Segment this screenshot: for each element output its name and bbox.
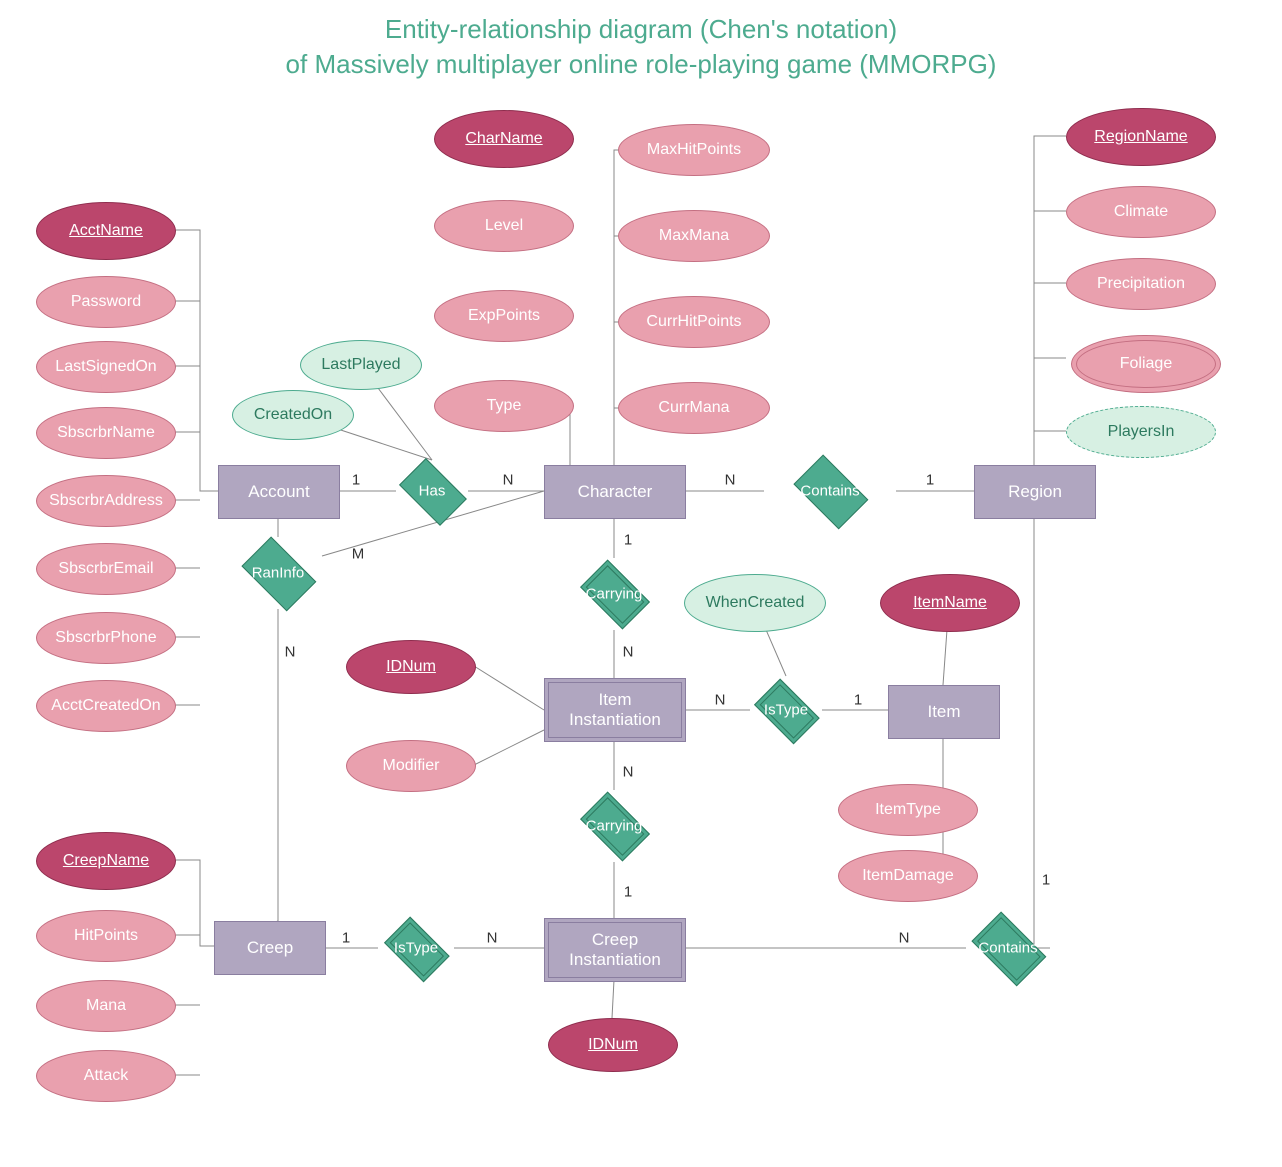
attribute-idnum2: IDNum [548,1018,678,1072]
attribute-whencreated: WhenCreated [684,574,826,632]
attribute-idnum1: IDNum [346,640,476,694]
cardinality-contains2_r: 1 [1042,872,1050,889]
attribute-sbscrbrphone: SbscrbrPhone [36,612,176,664]
attribute-level: Level [434,200,574,252]
cardinality-carrying2_u: N [623,764,634,781]
title-line-1: Entity-relationship diagram (Chen's nota… [385,14,897,44]
cardinality-carrying1_d: N [623,644,634,661]
attribute-itemtype: ItemType [838,784,978,836]
diagram-title: Entity-relationship diagram (Chen's nota… [0,12,1282,82]
attribute-sbscrbrname: SbscrbrName [36,407,176,459]
entity-region: Region [974,465,1096,519]
connector-lines [0,0,1282,1167]
cardinality-raninfo_u: M [352,546,365,563]
attribute-acctname: AcctName [36,202,176,260]
attribute-createdon: CreatedOn [232,390,354,440]
attribute-exppoints: ExpPoints [434,290,574,342]
cardinality-carrying2_d: 1 [624,884,632,901]
title-line-2: of Massively multiplayer online role-pla… [286,49,997,79]
attribute-sbscrbraddr: SbscrbrAddress [36,475,176,527]
attribute-foliage: Foliage [1076,340,1216,388]
attribute-itemname: ItemName [880,574,1020,632]
entity-creep: Creep [214,921,326,975]
cardinality-istype1_l: N [715,692,726,709]
attribute-maxmana: MaxMana [618,210,770,262]
attribute-charname: CharName [434,110,574,168]
entity-creepinst: Creep Instantiation [544,918,686,982]
cardinality-raninfo_d: N [285,644,296,661]
er-diagram-canvas: Entity-relationship diagram (Chen's nota… [0,0,1282,1167]
cardinality-contains2_l: N [899,930,910,947]
attribute-precipitation: Precipitation [1066,258,1216,310]
attribute-maxhp: MaxHitPoints [618,124,770,176]
cardinality-has_l: 1 [352,472,360,489]
attribute-mana: Mana [36,980,176,1032]
entity-item: Item [888,685,1000,739]
attribute-attack: Attack [36,1050,176,1102]
attribute-acctcreatedon: AcctCreatedOn [36,680,176,732]
cardinality-istype1_r: 1 [854,692,862,709]
attribute-hitpoints: HitPoints [36,910,176,962]
entity-character: Character [544,465,686,519]
attribute-playersin: PlayersIn [1066,406,1216,458]
cardinality-istype2_r: N [487,930,498,947]
cardinality-has_r: N [503,472,514,489]
attribute-lastplayed: LastPlayed [300,340,422,390]
cardinality-istype2_l: 1 [342,930,350,947]
attribute-currhp: CurrHitPoints [618,296,770,348]
entity-account: Account [218,465,340,519]
entity-iteminst: Item Instantiation [544,678,686,742]
attribute-chartype: Type [434,380,574,432]
attribute-creepname: CreepName [36,832,176,890]
attribute-password: Password [36,276,176,328]
attribute-climate: Climate [1066,186,1216,238]
attribute-modifier: Modifier [346,740,476,792]
attribute-lastsignedon: LastSignedOn [36,341,176,393]
cardinality-contains1_r: 1 [926,472,934,489]
attribute-currmana: CurrMana [618,382,770,434]
attribute-sbscrbremail: SbscrbrEmail [36,543,176,595]
cardinality-carrying1_u: 1 [624,532,632,549]
cardinality-contains1_l: N [725,472,736,489]
attribute-regionname: RegionName [1066,108,1216,166]
attribute-itemdamage: ItemDamage [838,850,978,902]
